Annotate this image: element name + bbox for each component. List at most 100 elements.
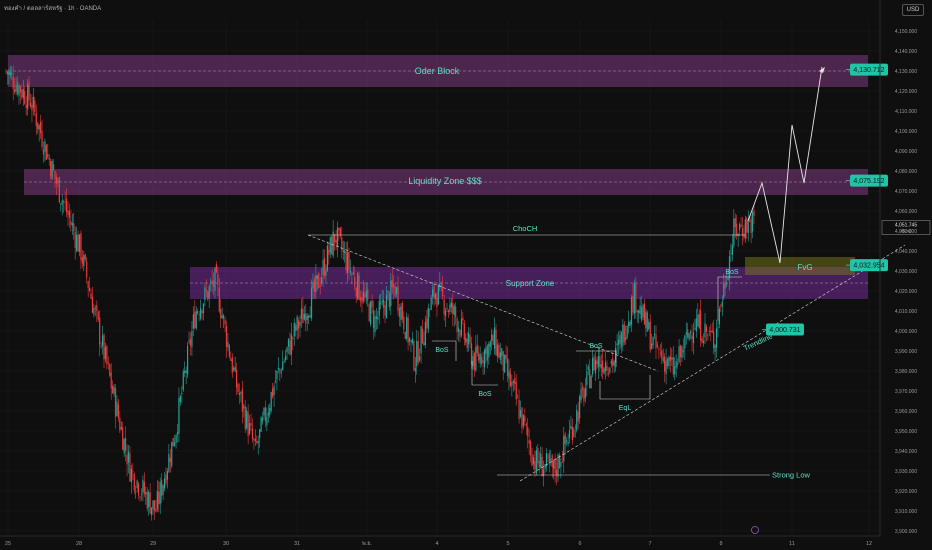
candle-body (104, 346, 107, 359)
candle-body (423, 342, 425, 346)
event-marker-icon[interactable] (751, 526, 759, 534)
candle-body (677, 363, 679, 365)
candle-body (55, 176, 58, 184)
x-tick-label: 30 (223, 541, 229, 547)
candle-body (738, 224, 741, 230)
y-tick-label: 3,940.000 (895, 449, 917, 455)
candle-body (576, 410, 578, 431)
y-tick-label: 3,920.000 (895, 489, 917, 495)
candle-body (198, 314, 200, 316)
x-tick-label: 4 (435, 541, 438, 547)
y-tick-label: 4,000.000 (895, 329, 917, 335)
candle-body (665, 360, 667, 374)
candle-body (368, 303, 370, 322)
candle-body (541, 456, 543, 477)
candle-body (16, 81, 19, 95)
candle-body (296, 316, 298, 331)
candle-body (44, 141, 46, 152)
candle-body (730, 253, 732, 254)
bos-marker (717, 276, 742, 321)
candle-body (218, 287, 220, 312)
candle-body (293, 323, 295, 337)
candle-body (698, 313, 700, 328)
candle-body (51, 160, 53, 180)
candle-body (476, 344, 478, 353)
candle-body (184, 370, 186, 374)
candle-body (648, 322, 650, 330)
candle-body (238, 392, 241, 396)
candle-body (446, 307, 448, 309)
candle-body (470, 343, 473, 365)
candle-body (282, 361, 284, 371)
candle-body (133, 473, 135, 491)
price-label-box (850, 174, 888, 187)
candle-body (658, 348, 660, 350)
time-axis[interactable]: 25 28 29 30 31 พ.ย. 4 5 6 7 8 11 12 (0, 535, 880, 547)
candle-body (254, 439, 256, 441)
x-tick-label: 28 (76, 541, 82, 547)
candle-body (70, 221, 72, 225)
candle-body (217, 274, 219, 286)
candle-body (531, 454, 533, 466)
candle-body (444, 310, 447, 317)
candle-body (99, 317, 101, 345)
candle-body (437, 285, 439, 305)
candle-body (18, 85, 20, 96)
candle-body (153, 500, 156, 511)
candle-body (656, 344, 659, 347)
candle-body (273, 385, 275, 395)
candle-body (199, 307, 202, 319)
candle-body (668, 356, 670, 367)
candle-body (152, 500, 154, 509)
candle-body (47, 154, 49, 158)
price-label-text: 4,130.712 (853, 67, 884, 74)
candle-body (682, 350, 684, 353)
candle-body (615, 347, 617, 363)
y-tick-label: 4,010.000 (895, 309, 917, 315)
candle-body (505, 354, 507, 360)
candle-body (166, 470, 169, 480)
candle-body (54, 170, 56, 179)
candle-body (384, 305, 386, 316)
candle-body (620, 331, 623, 348)
candle-body (478, 352, 480, 361)
candle-body (468, 333, 470, 345)
candle-body (149, 492, 151, 514)
candle-body (717, 327, 719, 329)
candle-body (387, 290, 389, 293)
candle-body (80, 233, 82, 261)
candle-body (224, 319, 226, 325)
candle-body (567, 442, 569, 445)
candle-body (603, 368, 605, 374)
candle-body (535, 450, 537, 474)
candle-body (486, 345, 488, 361)
candle-body (397, 286, 399, 311)
candle-body (613, 361, 615, 366)
y-tick-label: 4,050.000 (895, 229, 917, 235)
candle-body (508, 370, 510, 379)
x-tick-label: พ.ย. (362, 541, 372, 547)
candle-body (701, 338, 703, 343)
candle-body (113, 387, 115, 395)
candle-body (91, 296, 94, 313)
candle-body (52, 164, 55, 171)
candle-body (632, 295, 634, 313)
candle-body (688, 333, 690, 340)
candle-body (642, 304, 644, 318)
candle-body (71, 222, 73, 226)
candle-body (192, 314, 194, 329)
candle-body (708, 330, 710, 333)
candle-body (191, 330, 193, 348)
candle-body (179, 396, 181, 402)
candle-body (577, 411, 579, 422)
price-axis[interactable]: 3,900.000 3,910.000 3,920.000 3,930.000 3,94… (879, 0, 917, 536)
candle-body (67, 210, 69, 216)
candle-body (132, 471, 134, 473)
candle-body (233, 368, 235, 371)
currency-button[interactable]: USD (902, 4, 924, 16)
x-tick-label: 7 (648, 541, 651, 547)
candle-body (416, 340, 418, 367)
candle-body (364, 294, 366, 297)
candle-body (695, 318, 697, 332)
